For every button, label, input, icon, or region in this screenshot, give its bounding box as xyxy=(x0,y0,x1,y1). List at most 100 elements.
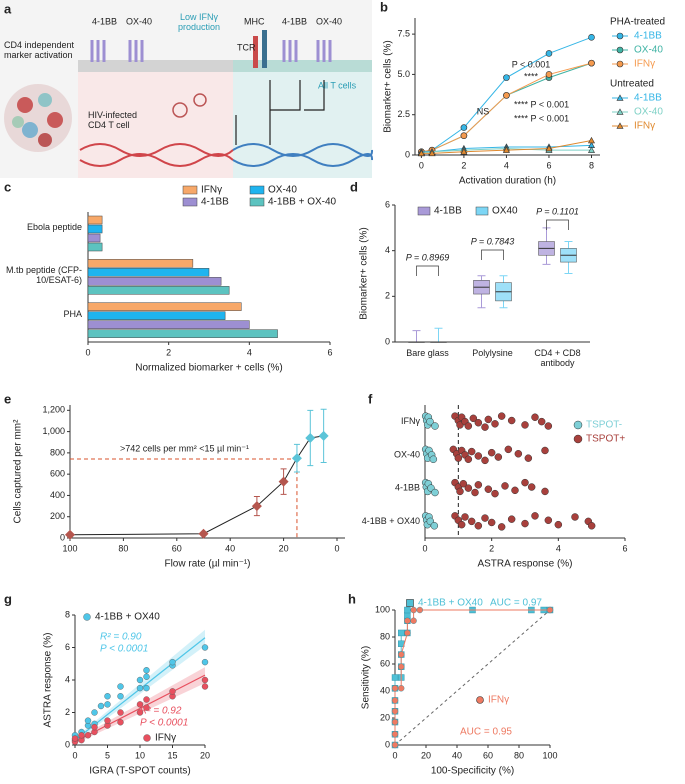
panel-label: g xyxy=(4,591,12,606)
category-label: PHA xyxy=(63,308,82,319)
marker xyxy=(460,132,468,139)
point xyxy=(587,522,596,530)
x-tick-label: 0 xyxy=(419,160,424,170)
bar xyxy=(87,259,194,268)
legend-swatch xyxy=(417,206,431,216)
legend-label: 4-1BB + OX40 xyxy=(418,598,483,609)
y-tick-label: 0 xyxy=(60,532,65,542)
point xyxy=(487,448,496,457)
legend-swatch xyxy=(249,185,265,195)
point xyxy=(474,452,483,460)
y-tick-label: 600 xyxy=(50,469,65,479)
x-tick-label: 0 xyxy=(422,543,427,553)
legend-label: 4-1BB xyxy=(634,31,662,42)
marker xyxy=(416,606,423,614)
x-tick-label: 40 xyxy=(225,543,235,553)
legend-marker xyxy=(616,32,624,40)
x-tick-label: 5 xyxy=(105,750,110,760)
stat-label: AUC = 0.97 xyxy=(490,598,542,609)
point xyxy=(491,489,499,498)
cell xyxy=(47,112,63,128)
category-label: Bare glass xyxy=(406,348,449,358)
y-tick-label: 2 xyxy=(385,291,390,301)
legend-label: IFNγ xyxy=(488,695,509,706)
y-tick-label: 800 xyxy=(50,447,65,457)
y-tick-label: 1,200 xyxy=(42,405,65,415)
point xyxy=(136,709,144,716)
x-tick-label: 15 xyxy=(167,750,177,760)
annotation: P = 0.1101 xyxy=(536,206,579,216)
point xyxy=(143,704,150,711)
bracket xyxy=(481,249,504,260)
legend-marker xyxy=(616,122,624,129)
marker xyxy=(428,149,436,157)
point xyxy=(541,487,549,496)
x-axis-label: 100-Specificity (%) xyxy=(431,766,514,777)
marker xyxy=(391,697,399,704)
y-axis-label: Cells captured per mm² xyxy=(13,419,24,524)
panel-label: h xyxy=(348,591,356,606)
marker xyxy=(278,476,289,487)
y-tick-label: 1,000 xyxy=(42,426,65,436)
infected-cell-text: HIV-infected CD4 T cell xyxy=(88,110,138,130)
legend-label: 4-1BB xyxy=(434,206,462,217)
marker xyxy=(251,501,262,512)
annotation: **** P < 0.001 xyxy=(514,113,569,123)
point xyxy=(484,485,493,493)
point xyxy=(464,455,473,464)
y-tick-label: 8 xyxy=(65,609,70,619)
point xyxy=(454,454,463,462)
point xyxy=(201,658,209,666)
point xyxy=(143,673,150,680)
marker xyxy=(404,606,411,614)
legend-label: TSPOT+ xyxy=(586,434,625,445)
marker xyxy=(391,685,399,692)
x-tick-label: 100 xyxy=(542,750,557,760)
x-tick-label: 40 xyxy=(452,750,462,760)
point xyxy=(136,684,144,692)
point xyxy=(84,732,92,739)
mhc-shape xyxy=(253,36,258,68)
category-label-text: PHA xyxy=(63,308,82,319)
label: OX-40 xyxy=(126,16,152,26)
point xyxy=(169,658,176,666)
y-tick-label: 6 xyxy=(385,199,390,209)
point xyxy=(474,522,483,530)
y-axis-label: Biomarker+ cells (%) xyxy=(359,227,370,320)
legend-label: TSPOT- xyxy=(586,420,622,431)
marker xyxy=(587,136,596,144)
legend-label: OX40 xyxy=(492,206,518,217)
point xyxy=(464,422,473,430)
legend-marker xyxy=(476,696,484,704)
x-axis-label: ASTRA response (%) xyxy=(477,559,572,570)
legend-swatch xyxy=(182,197,198,207)
marker xyxy=(398,651,405,658)
panel-label: e xyxy=(4,391,11,406)
x-tick-label: 6 xyxy=(546,160,551,170)
x-axis-label: Normalized biomarker + cells (%) xyxy=(135,363,283,374)
legend-marker xyxy=(573,420,583,430)
point xyxy=(527,483,536,491)
marker xyxy=(410,606,417,614)
point xyxy=(544,516,553,525)
marker xyxy=(198,528,209,539)
point xyxy=(84,717,92,724)
x-axis-label: IGRA (T-SPOT counts) xyxy=(89,766,191,777)
point xyxy=(511,486,519,495)
marker xyxy=(546,606,554,614)
point xyxy=(474,481,483,489)
marker xyxy=(391,741,399,749)
bar xyxy=(87,215,103,225)
infected-cell: HIV-infected CD4 T cell xyxy=(88,110,138,130)
legend-label: IFNγ xyxy=(201,185,222,196)
legend-label: 4-1BB xyxy=(201,197,229,208)
y-tick-label: 400 xyxy=(50,490,65,500)
bar xyxy=(87,286,230,295)
annotation: P = 0.8969 xyxy=(406,252,449,262)
y-tick-label: 0 xyxy=(405,149,410,159)
legend-label: OX-40 xyxy=(634,45,663,56)
y-tick-label: 60 xyxy=(380,658,390,668)
point xyxy=(481,423,489,431)
marker xyxy=(391,718,399,726)
